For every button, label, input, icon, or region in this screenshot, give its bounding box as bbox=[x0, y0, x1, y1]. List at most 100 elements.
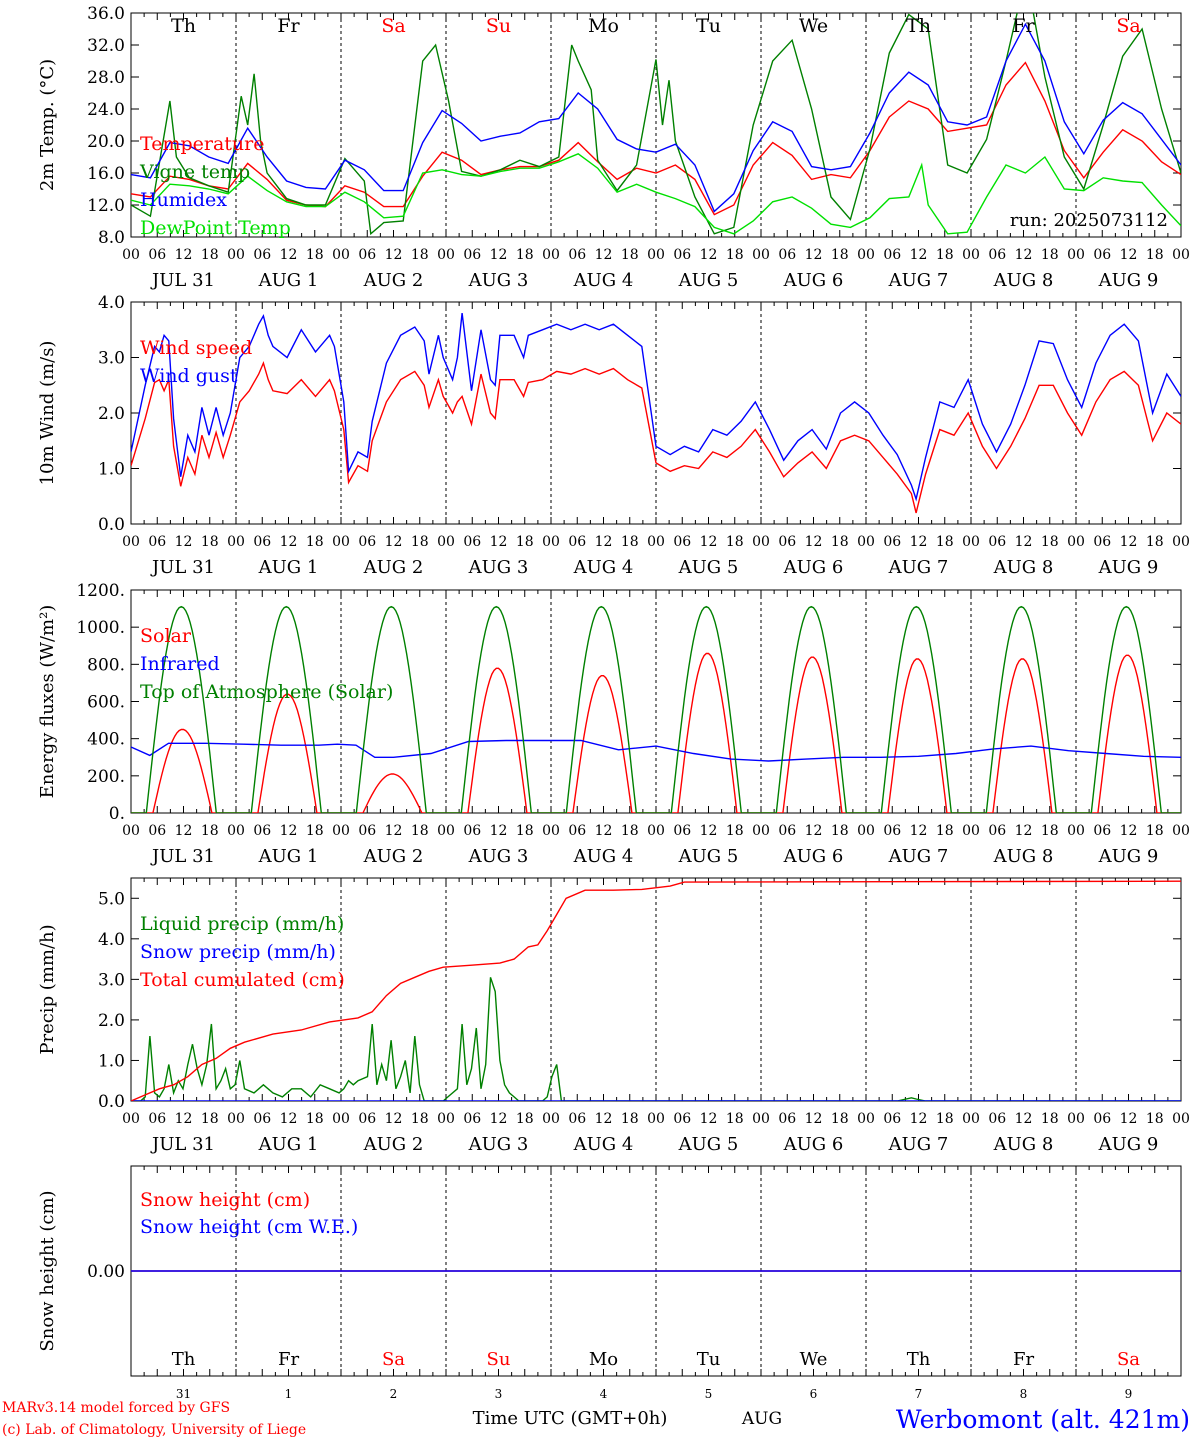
hour-tick-label: 06 bbox=[673, 534, 691, 550]
hour-tick-label: 18 bbox=[726, 534, 744, 550]
hour-tick-label: 12 bbox=[280, 823, 298, 839]
series-group bbox=[131, 313, 1181, 514]
y-tick-label: 400. bbox=[87, 730, 125, 750]
day-number-label: 9 bbox=[1125, 1387, 1133, 1401]
y-tick-label: 1000. bbox=[76, 618, 125, 638]
date-label: AUG 5 bbox=[678, 846, 739, 867]
y-tick-label: 5.0 bbox=[98, 889, 125, 909]
hour-tick-label: 18 bbox=[936, 823, 954, 839]
hour-tick-label: 06 bbox=[253, 247, 271, 263]
hour-tick-label: 18 bbox=[516, 534, 534, 550]
y-tick-label: 4.0 bbox=[98, 293, 125, 313]
station-label: Werbomont (alt. 421m) bbox=[896, 1405, 1190, 1434]
hour-tick-label: 06 bbox=[778, 247, 796, 263]
weekday-label: Tu bbox=[697, 1349, 721, 1370]
hour-tick-label: 00 bbox=[332, 823, 350, 839]
date-label: AUG 7 bbox=[888, 557, 949, 578]
date-label: JUL 31 bbox=[150, 846, 215, 867]
hour-tick-label: 06 bbox=[883, 1111, 901, 1127]
hour-tick-label: 18 bbox=[1041, 534, 1059, 550]
hour-tick-label: 18 bbox=[831, 1111, 849, 1127]
hour-tick-label: 06 bbox=[883, 534, 901, 550]
hour-tick-label: 12 bbox=[700, 1111, 718, 1127]
date-label: AUG 8 bbox=[993, 557, 1054, 578]
y-tick-label: 200. bbox=[87, 767, 125, 787]
y-tick-label: 16.0 bbox=[87, 164, 125, 184]
date-label: AUG 1 bbox=[258, 1134, 319, 1155]
y-tick-label: 0.0 bbox=[98, 515, 125, 535]
date-label: AUG 9 bbox=[1098, 557, 1159, 578]
hour-tick-label: 18 bbox=[201, 247, 219, 263]
y-axis-title: Precip (mm/h) bbox=[37, 924, 58, 1054]
hour-tick-label: 12 bbox=[175, 534, 193, 550]
x-axis-title: Time UTC (GMT+0h) bbox=[473, 1408, 668, 1429]
weekday-label: Sa bbox=[382, 1349, 405, 1370]
date-label: AUG 1 bbox=[258, 557, 319, 578]
y-tick-label: 0.0 bbox=[98, 1092, 125, 1112]
hour-tick-label: 06 bbox=[148, 823, 166, 839]
weekday-label: Tu bbox=[696, 15, 721, 37]
hour-tick-label: 00 bbox=[647, 823, 665, 839]
hour-tick-label: 00 bbox=[1067, 534, 1085, 550]
hour-tick-label: 00 bbox=[752, 534, 770, 550]
hour-tick-label: 06 bbox=[988, 534, 1006, 550]
hour-tick-label: 06 bbox=[253, 823, 271, 839]
hour-tick-label: 12 bbox=[175, 823, 193, 839]
hour-tick-label: 00 bbox=[437, 247, 455, 263]
hour-tick-label: 00 bbox=[122, 823, 140, 839]
hour-tick-label: 06 bbox=[778, 1111, 796, 1127]
hour-tick-label: 00 bbox=[542, 247, 560, 263]
hour-tick-label: 12 bbox=[490, 247, 508, 263]
hour-tick-label: 18 bbox=[1146, 247, 1164, 263]
hour-tick-label: 12 bbox=[595, 1111, 613, 1127]
y-tick-label: 3.0 bbox=[98, 970, 125, 990]
hour-tick-label: 00 bbox=[1172, 823, 1190, 839]
hour-tick-label: 00 bbox=[332, 534, 350, 550]
hour-tick-label: 18 bbox=[936, 247, 954, 263]
date-label: AUG 9 bbox=[1098, 846, 1159, 867]
hour-tick-label: 06 bbox=[988, 823, 1006, 839]
weekday-label: Th bbox=[172, 1349, 196, 1370]
hour-tick-label: 18 bbox=[1146, 1111, 1164, 1127]
hour-tick-label: 18 bbox=[411, 1111, 429, 1127]
day-number-label: 7 bbox=[915, 1387, 923, 1401]
hour-tick-label: 06 bbox=[358, 247, 376, 263]
day-number-label: 3 bbox=[495, 1387, 503, 1401]
legend-entry: Wind speed bbox=[140, 337, 252, 359]
date-label: AUG 6 bbox=[783, 557, 844, 578]
hour-tick-label: 18 bbox=[516, 1111, 534, 1127]
y-tick-label: 2.0 bbox=[98, 1011, 125, 1031]
hour-tick-label: 00 bbox=[1067, 823, 1085, 839]
hour-tick-label: 18 bbox=[726, 1111, 744, 1127]
legend-entry: Liquid precip (mm/h) bbox=[140, 913, 344, 935]
hour-tick-label: 18 bbox=[306, 534, 324, 550]
hour-tick-label: 18 bbox=[411, 247, 429, 263]
hour-tick-label: 00 bbox=[1172, 247, 1190, 263]
date-label: AUG 7 bbox=[888, 1134, 949, 1155]
y-tick-label: 0. bbox=[109, 804, 125, 824]
hour-tick-label: 00 bbox=[227, 534, 245, 550]
hour-tick-label: 00 bbox=[332, 247, 350, 263]
hour-tick-label: 06 bbox=[673, 247, 691, 263]
date-label: AUG 3 bbox=[468, 270, 529, 291]
hour-tick-label: 12 bbox=[280, 1111, 298, 1127]
date-label: JUL 31 bbox=[150, 1134, 215, 1155]
date-label: JUL 31 bbox=[150, 557, 215, 578]
hour-tick-label: 00 bbox=[752, 823, 770, 839]
date-label: AUG 8 bbox=[993, 846, 1054, 867]
y-tick-label: 0.00 bbox=[87, 1262, 125, 1282]
hour-tick-label: 18 bbox=[726, 247, 744, 263]
hour-tick-label: 06 bbox=[568, 247, 586, 263]
series-group bbox=[131, 13, 1181, 236]
hour-tick-label: 06 bbox=[673, 1111, 691, 1127]
series-liquid-precip-mm-h bbox=[131, 977, 1181, 1101]
day-number-label: 8 bbox=[1020, 1387, 1028, 1401]
hour-tick-label: 18 bbox=[1041, 823, 1059, 839]
hour-tick-label: 00 bbox=[962, 534, 980, 550]
weekday-label: Fr bbox=[278, 1349, 299, 1370]
hour-tick-label: 12 bbox=[385, 823, 403, 839]
y-tick-label: 600. bbox=[87, 693, 125, 713]
hour-tick-label: 06 bbox=[358, 823, 376, 839]
hour-tick-label: 00 bbox=[962, 823, 980, 839]
y-tick-label: 32.0 bbox=[87, 36, 125, 56]
